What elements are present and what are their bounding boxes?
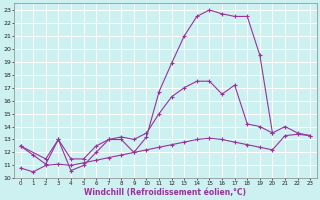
X-axis label: Windchill (Refroidissement éolien,°C): Windchill (Refroidissement éolien,°C) [84, 188, 246, 197]
